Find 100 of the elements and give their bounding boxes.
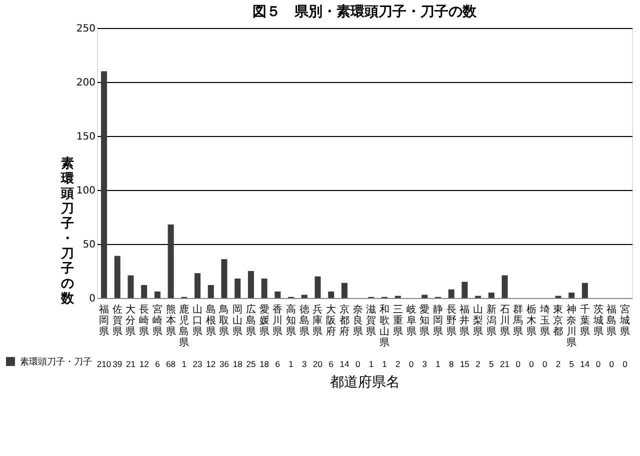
x-tick-label: 徳島県 <box>299 304 310 338</box>
x-tick-label: 岡山県 <box>232 304 243 338</box>
bar <box>488 292 494 298</box>
data-label: 18 <box>232 359 243 369</box>
x-tick-label: 京都府 <box>339 304 350 338</box>
x-tick-label: 大阪府 <box>326 304 336 338</box>
data-label: 1 <box>288 359 294 369</box>
y-tick-label: 150 <box>76 132 96 142</box>
x-tick-label: 福岡県 <box>99 304 110 338</box>
x-tick-label: 愛知県 <box>420 304 430 338</box>
x-tick-label: 埼玉県 <box>538 304 550 338</box>
bar <box>341 282 348 298</box>
data-label: 6 <box>328 359 334 369</box>
bar <box>194 273 201 298</box>
x-tick-label: 群馬県 <box>512 304 524 338</box>
x-tick-label: 熊本県 <box>166 304 176 338</box>
x-tick-label: 石川県 <box>500 304 510 338</box>
x-tick-label: 福島県 <box>606 304 617 338</box>
x-tick-label: 佐賀県 <box>112 304 122 338</box>
x-tick-label: 長崎県 <box>139 304 150 338</box>
data-label: 2 <box>476 359 481 369</box>
data-label: 2 <box>396 359 401 369</box>
x-tick-label: 東京都 <box>553 304 564 338</box>
y-tick-label: 50 <box>82 240 96 250</box>
x-tick-label: 静岡県 <box>432 304 443 338</box>
x-tick-label: 栃木県 <box>526 304 536 338</box>
bar <box>101 71 108 298</box>
x-tick-label: 岐阜県 <box>406 304 416 338</box>
chart-title: 図５ 県別・素環頭刀子・刀子の数 <box>252 4 478 20</box>
x-tick-label: 新潟県 <box>486 304 496 338</box>
data-label: 8 <box>448 359 454 369</box>
data-label: 68 <box>166 359 176 369</box>
data-label: 5 <box>569 359 574 369</box>
x-tick-label: 宮城県 <box>618 304 630 338</box>
x-tick-label: 宮崎県 <box>152 304 162 338</box>
x-tick-label: 和歌山県 <box>380 304 390 348</box>
x-tick-label: 山口県 <box>192 304 203 338</box>
bar <box>168 224 174 298</box>
y-tick-label: 250 <box>76 24 96 34</box>
bar <box>301 294 308 298</box>
data-label: 0 <box>355 359 360 369</box>
data-label: 6 <box>155 359 160 369</box>
x-tick-label: 福井県 <box>460 304 470 338</box>
data-label: 0 <box>542 359 548 369</box>
bar <box>234 278 241 298</box>
data-label: 1 <box>182 359 187 369</box>
data-label: 18 <box>260 359 270 369</box>
x-tick-label: 神奈川県 <box>566 304 577 348</box>
bar <box>221 259 228 298</box>
data-label: 12 <box>139 359 150 369</box>
x-axis-title: 都道府県名 <box>330 374 400 390</box>
data-label: 1 <box>382 359 388 369</box>
data-label: 36 <box>220 359 230 369</box>
bar <box>314 276 321 298</box>
x-tick-label: 三重県 <box>392 304 403 338</box>
data-label: 0 <box>609 359 614 369</box>
x-tick-label: 兵庫県 <box>312 304 323 338</box>
bar <box>328 292 334 298</box>
data-label: 12 <box>206 359 216 369</box>
data-label: 21 <box>500 359 510 369</box>
x-tick-label: 高知県 <box>286 304 296 338</box>
bar <box>261 278 268 298</box>
data-label: 0 <box>529 359 534 369</box>
data-label: 210 <box>96 359 112 369</box>
bar <box>568 292 575 298</box>
x-tick-label: 千葉県 <box>580 304 590 338</box>
y-tick-label: 100 <box>76 186 96 196</box>
bar <box>141 285 148 298</box>
bar <box>274 292 281 298</box>
x-tick-label: 鹿児島県 <box>179 304 190 348</box>
x-tick-label: 長野県 <box>446 304 456 338</box>
data-label: 0 <box>596 359 601 369</box>
data-label: 21 <box>126 359 136 369</box>
data-label: 23 <box>192 359 203 369</box>
data-label: 14 <box>580 359 590 369</box>
data-label: 1 <box>436 359 441 369</box>
data-label: 0 <box>408 359 414 369</box>
x-tick-label: 香川県 <box>272 304 283 338</box>
bar <box>128 275 134 298</box>
x-tick-label: 愛媛県 <box>259 304 270 338</box>
text: 素環頭刀子・刀子の数 <box>61 156 74 306</box>
y-tick-label: 0 <box>89 294 96 304</box>
x-tick-label: 奈良県 <box>352 304 363 338</box>
data-label: 15 <box>460 359 470 369</box>
x-tick-label: 茨城県 <box>592 304 604 338</box>
data-label: 39 <box>112 359 122 369</box>
x-tick-label: 鳥取県 <box>218 304 230 338</box>
data-label: 25 <box>246 359 256 369</box>
x-tick-label: 島根県 <box>206 304 216 338</box>
x-tick-label: 広島県 <box>246 304 256 338</box>
data-label: 14 <box>340 359 350 369</box>
bar <box>248 271 254 298</box>
x-tick-label: 大分県 <box>126 304 136 338</box>
bar <box>462 282 468 298</box>
data-label: 0 <box>622 359 628 369</box>
x-tick-label: 山梨県 <box>473 304 484 338</box>
data-label: 3 <box>422 359 428 369</box>
legend-label: 素環頭刀子・刀子 <box>20 356 92 368</box>
data-label: 20 <box>313 359 323 369</box>
x-tick-label: 滋賀県 <box>366 304 376 338</box>
